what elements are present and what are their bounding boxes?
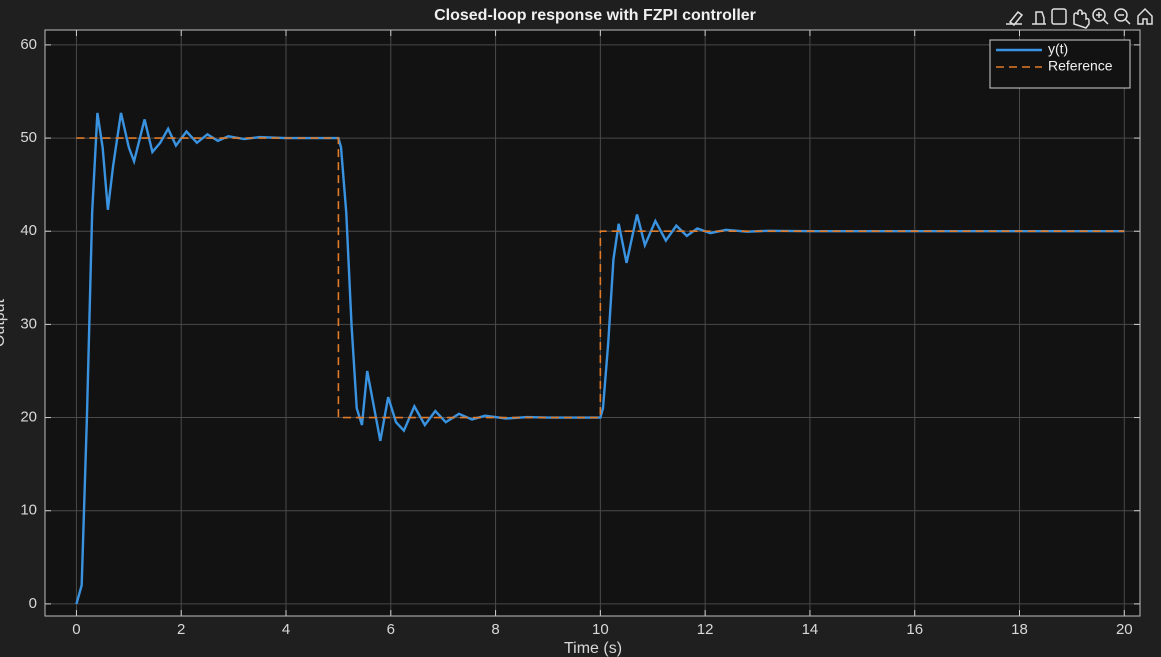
data-tip-icon[interactable]	[1032, 11, 1046, 25]
y-tick-label: 20	[20, 409, 37, 426]
series-line	[75, 112, 1125, 605]
x-tick-label: 8	[491, 621, 499, 638]
x-axis-label: Time (s)	[564, 640, 622, 657]
y-tick-label: 0	[29, 595, 37, 612]
toolbar	[1006, 7, 1153, 29]
legend: y(t)Reference	[989, 39, 1131, 89]
x-tick-label: 4	[282, 621, 290, 638]
x-tick-label: 20	[1116, 621, 1133, 638]
y-tick-label: 60	[20, 36, 37, 53]
y-tick-label: 10	[20, 502, 37, 519]
x-tick-label: 2	[177, 621, 185, 638]
pan-icon[interactable]	[1073, 9, 1090, 29]
x-tick-label: 14	[802, 621, 819, 638]
y-axis-label: Output	[0, 298, 8, 347]
x-tick-label: 10	[592, 621, 609, 638]
x-tick-label: 0	[72, 621, 80, 638]
y-tick-label: 30	[20, 315, 37, 332]
x-tick-label: 16	[906, 621, 923, 638]
zoom-out-icon[interactable]	[1114, 8, 1128, 22]
legend-label: y(t)	[1048, 41, 1068, 57]
x-tick-label: 18	[1011, 621, 1028, 638]
legend-icon[interactable]	[1051, 8, 1067, 25]
legend-label: Reference	[1048, 58, 1113, 74]
plot-area	[44, 29, 1141, 617]
chart-title: Closed-loop response with FZPI controlle…	[434, 7, 756, 24]
y-tick-label: 40	[20, 222, 37, 239]
zoom-in-icon[interactable]	[1092, 8, 1106, 22]
legend-box	[989, 39, 1131, 89]
brush-icon[interactable]	[1006, 10, 1024, 27]
home-icon[interactable]	[1137, 7, 1153, 25]
x-tick-label: 6	[387, 621, 395, 638]
y-tick-label: 50	[20, 129, 37, 146]
x-tick-label: 12	[697, 621, 714, 638]
